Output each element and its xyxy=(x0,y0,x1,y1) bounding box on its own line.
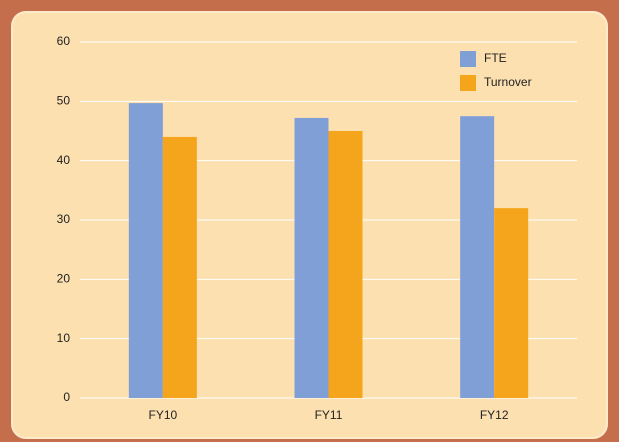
legend-label: Turnover xyxy=(484,75,532,89)
x-tick-label: FY10 xyxy=(148,408,177,422)
bar xyxy=(162,136,197,398)
bar xyxy=(294,117,329,399)
bar xyxy=(494,208,529,398)
y-tick-label: 30 xyxy=(57,212,71,226)
legend-swatch xyxy=(460,51,476,67)
legend-swatch xyxy=(460,75,476,91)
bar xyxy=(460,116,495,399)
legend-label: FTE xyxy=(484,51,507,65)
y-tick-label: 60 xyxy=(57,34,71,48)
bar xyxy=(128,103,163,398)
y-tick-label: 40 xyxy=(57,153,71,167)
x-tick-label: FY12 xyxy=(480,408,509,422)
y-tick-label: 50 xyxy=(57,94,71,108)
x-tick-label: FY11 xyxy=(315,408,343,422)
bar xyxy=(328,131,363,398)
y-tick-label: 20 xyxy=(57,272,71,286)
y-tick-label: 10 xyxy=(57,331,71,345)
y-tick-label: 0 xyxy=(63,390,70,404)
